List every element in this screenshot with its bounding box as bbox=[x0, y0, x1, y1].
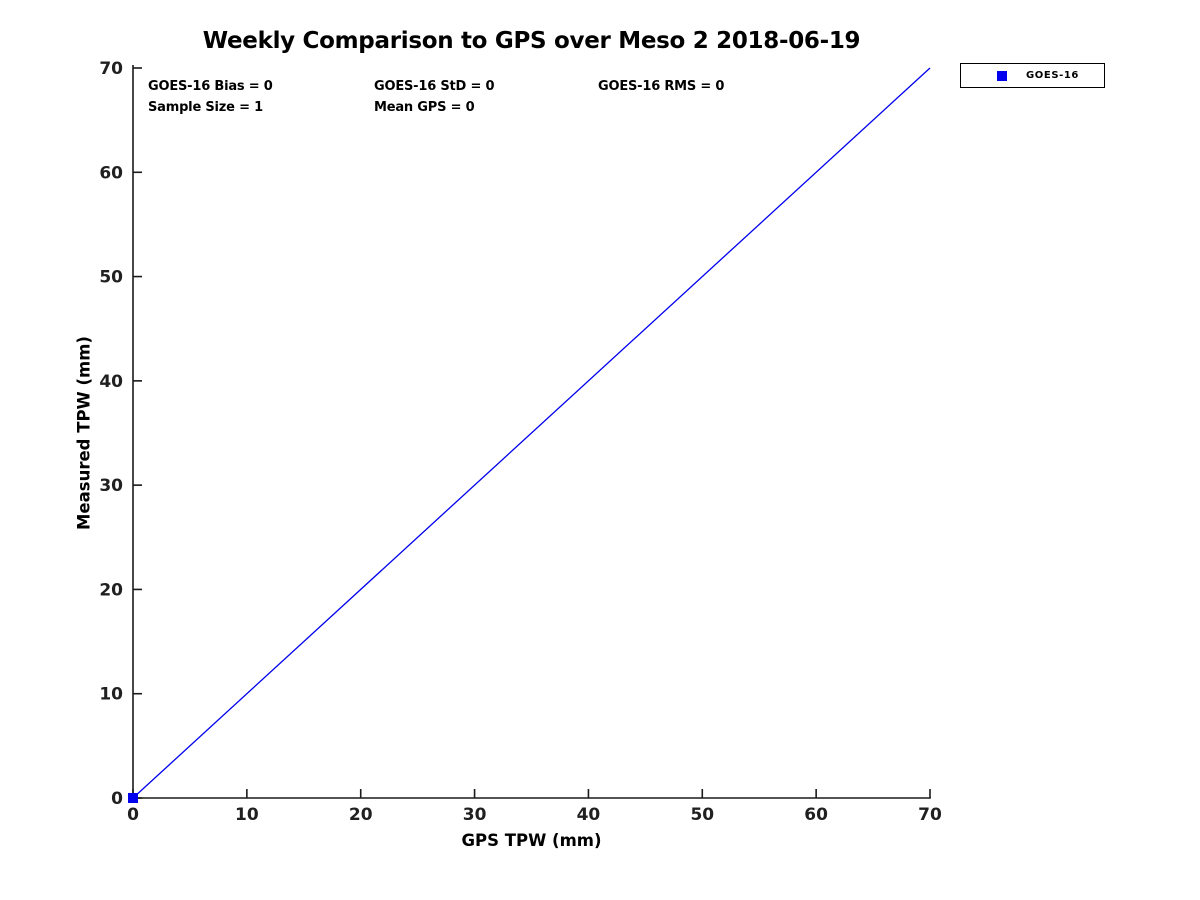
stat-goes16-rms: GOES-16 RMS = 0 bbox=[598, 79, 725, 94]
chart-title: Weekly Comparison to GPS over Meso 2 201… bbox=[202, 28, 861, 54]
data-line-identity-line bbox=[132, 67, 931, 799]
y-tick-label: 60 bbox=[99, 163, 123, 183]
y-tick-label: 0 bbox=[111, 789, 123, 809]
y-tick-label: 40 bbox=[99, 372, 123, 392]
x-tick-label: 60 bbox=[804, 805, 828, 825]
x-tick-label: 70 bbox=[918, 805, 942, 825]
legend-entry-label: GOES-16 bbox=[1025, 70, 1079, 81]
stat-mean-gps: Mean GPS = 0 bbox=[374, 100, 475, 115]
y-tick-label: 70 bbox=[99, 59, 123, 79]
x-tick-label: 10 bbox=[235, 805, 259, 825]
y-tick-label: 50 bbox=[99, 268, 123, 288]
stat-goes16-std: GOES-16 StD = 0 bbox=[374, 79, 495, 94]
y-tick-label: 30 bbox=[99, 476, 123, 496]
x-tick-label: 20 bbox=[349, 805, 373, 825]
stat-goes16-bias: GOES-16 Bias = 0 bbox=[148, 79, 273, 94]
y-axis-label: Measured TPW (mm) bbox=[74, 336, 94, 530]
legend: GOES-16 bbox=[960, 63, 1105, 88]
x-tick-label: 30 bbox=[463, 805, 487, 825]
x-tick-label: 50 bbox=[690, 805, 714, 825]
y-tick-label: 10 bbox=[99, 685, 123, 705]
x-tick-label: 0 bbox=[127, 805, 139, 825]
stat-sample-size: Sample Size = 1 bbox=[148, 100, 263, 115]
legend-square-marker-icon bbox=[997, 70, 1007, 81]
x-tick-label: 40 bbox=[577, 805, 601, 825]
x-axis-label: GPS TPW (mm) bbox=[461, 831, 602, 850]
y-tick-label: 20 bbox=[99, 580, 123, 600]
